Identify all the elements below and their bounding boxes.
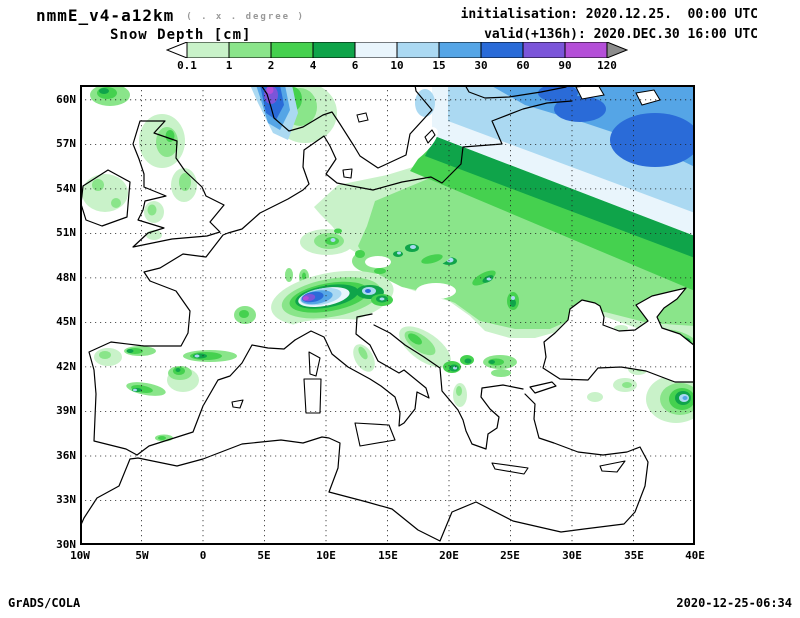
lon-tick-label: 20E — [439, 549, 459, 562]
degree-note: ( . x . degree ) — [186, 12, 305, 22]
carpathians-snow — [412, 249, 523, 315]
lat-tick-label: 51N — [56, 226, 76, 239]
islands-layer — [231, 129, 626, 475]
legend-label: 120 — [597, 59, 617, 72]
british-isles-snow — [82, 114, 197, 240]
cyprus — [599, 460, 626, 473]
lat-tick-label: 39N — [56, 404, 76, 417]
map-frame — [80, 85, 695, 545]
lat-tick-label: 45N — [56, 315, 76, 328]
snow-shading-layer — [82, 83, 706, 442]
legend-label: 0.1 — [177, 59, 197, 72]
colorbar-seg-7 — [438, 41, 482, 59]
colorbar-seg-3 — [270, 41, 314, 59]
lon-tick-label: 25E — [500, 549, 520, 562]
legend-label: 60 — [516, 59, 530, 72]
field-title: Snow Depth [cm] — [110, 27, 252, 43]
gotland — [424, 129, 436, 144]
lat-tick-label: 42N — [56, 360, 76, 373]
valid-time: valid(+136h): 2020.DEC.30 16:00 UTC — [484, 27, 758, 42]
iberia-med-coast — [136, 339, 296, 456]
legend-label: 15 — [432, 59, 446, 72]
coastlines-layer — [79, 84, 649, 542]
colorbar-seg-4 — [312, 41, 356, 59]
east-alps-snow — [356, 285, 393, 306]
scandinavia-coast — [260, 84, 433, 169]
sea-layer — [529, 287, 696, 394]
crete — [491, 462, 529, 475]
lat-tick-label: 57N — [56, 137, 76, 150]
northwest-corner-snow — [90, 84, 130, 106]
colorbar-below-arrow — [165, 41, 188, 59]
great-britain-coast — [132, 120, 225, 248]
legend-label: 10 — [390, 59, 404, 72]
zealand — [342, 168, 353, 179]
legend-label: 1 — [225, 59, 233, 72]
colorbar-seg-10 — [564, 41, 608, 59]
lon-tick-label: 5W — [135, 549, 149, 562]
lon-tick-label: 35E — [624, 549, 644, 562]
legend-label: 2 — [267, 59, 275, 72]
lat-tick-label: 48N — [56, 271, 76, 284]
italy-coast — [294, 313, 430, 427]
colorbar-seg-5 — [354, 41, 398, 59]
grads-credit: GrADS/COLA — [8, 596, 81, 610]
colorbar-seg-1 — [186, 41, 230, 59]
italy-france-snow — [234, 306, 375, 372]
alps-snow — [271, 270, 394, 327]
corsica — [308, 351, 321, 377]
sardinia — [303, 378, 322, 414]
colorbar-seg-6 — [396, 41, 440, 59]
legend-label: 90 — [558, 59, 572, 72]
colorbar-seg-8 — [480, 41, 524, 59]
lat-tick-label: 60N — [56, 93, 76, 106]
lon-tick-label: 5E — [257, 549, 271, 562]
lon-tick-label: 15E — [378, 549, 398, 562]
lon-tick-label: 10E — [316, 549, 336, 562]
model-title: nmmE_v4-a12km — [36, 6, 175, 25]
legend-label: 6 — [351, 59, 359, 72]
finland-coast — [464, 84, 567, 99]
balkans-snow — [399, 326, 517, 407]
hungary-clear — [416, 283, 456, 299]
colorbar-above-arrow — [606, 41, 629, 59]
turkey-levant-africa-coast — [79, 393, 649, 542]
lon-tick-label: 10W — [70, 549, 90, 562]
scandinavia-snow — [250, 83, 435, 143]
central-europe-snow — [285, 228, 457, 285]
adriatic-greece-coast — [373, 324, 524, 450]
colorbar-swatches — [165, 41, 629, 59]
lon-tick-label: 30E — [562, 549, 582, 562]
legend-label: 4 — [309, 59, 317, 72]
northeast-europe-snow — [314, 84, 700, 338]
sicily — [354, 422, 396, 447]
europe-snow-map — [79, 83, 706, 545]
legend-label: 30 — [474, 59, 488, 72]
lat-tick-label: 36N — [56, 449, 76, 462]
lake-vanern — [356, 112, 369, 123]
lat-tick-label: 33N — [56, 493, 76, 506]
map-panel — [79, 83, 706, 545]
generation-timestamp: 2020-12-25-06:34 — [676, 596, 792, 610]
graticule-layer — [80, 85, 695, 545]
colorbar-seg-2 — [228, 41, 272, 59]
colorbar-seg-9 — [522, 41, 566, 59]
model-title-row: nmmE_v4-a12km ( . x . degree ) — [36, 6, 305, 25]
colorbar-legend: 0.1 1 2 4 6 10 15 30 60 90 120 — [165, 41, 629, 74]
lat-tick-label: 30N — [56, 538, 76, 551]
initialisation-time: initialisation: 2020.12.25. 00:00 UTC — [460, 7, 758, 22]
lon-tick-label: 0 — [199, 549, 207, 562]
marmara-sea — [529, 381, 557, 394]
lon-tick-label: 40E — [685, 549, 705, 562]
black-sea-coastline — [542, 287, 696, 383]
mallorca — [231, 399, 244, 409]
iberia-snow — [94, 346, 237, 442]
ireland-coast — [80, 169, 131, 227]
atlantic-continental-coast — [88, 100, 573, 456]
lat-tick-label: 54N — [56, 182, 76, 195]
